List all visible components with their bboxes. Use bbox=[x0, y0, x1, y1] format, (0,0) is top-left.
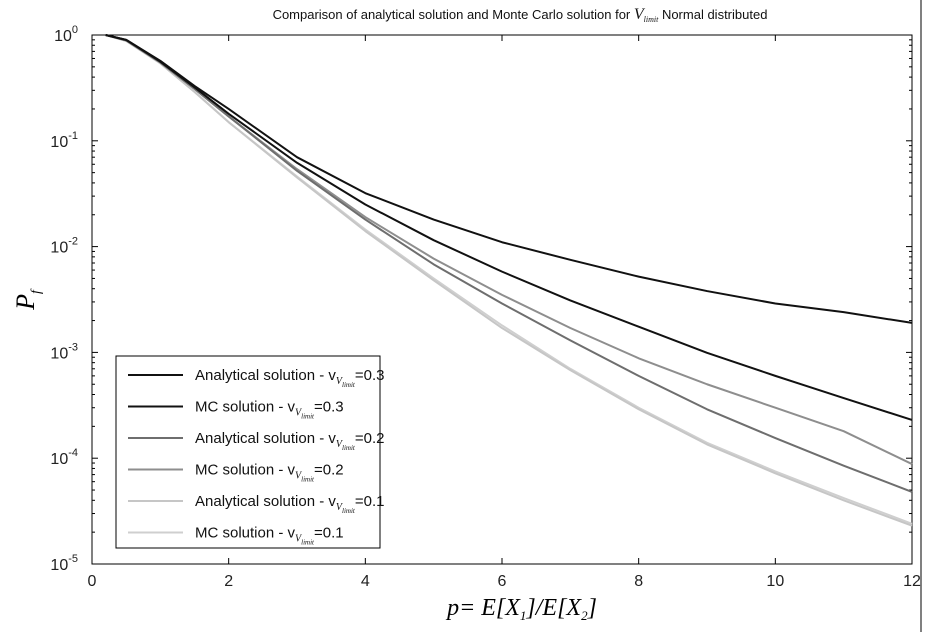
x-axis-label-end: ] bbox=[587, 595, 597, 621]
title-suffix: Normal distributed bbox=[658, 7, 767, 22]
legend-label-name-value: =0.1 bbox=[314, 525, 344, 542]
legend-label-name-subsub: limit bbox=[301, 476, 315, 484]
legend-label: Analytical solution - vVlimit=0.2 bbox=[195, 430, 384, 452]
y-tick-label-exponent: 0 bbox=[72, 24, 78, 36]
y-tick-label-exponent: -3 bbox=[68, 341, 78, 353]
title-variable: V bbox=[634, 6, 646, 23]
legend-label-name-value: =0.2 bbox=[355, 430, 385, 447]
legend-label: MC solution - vVlimit=0.1 bbox=[195, 525, 344, 547]
y-tick-label-exponent: -2 bbox=[68, 236, 78, 248]
x-tick-label: 0 bbox=[88, 573, 97, 590]
legend-label-name-value: =0.1 bbox=[355, 493, 385, 510]
y-tick-label-base: 10 bbox=[54, 28, 72, 45]
legend-label-name-subsub: limit bbox=[301, 413, 315, 421]
y-axis-label-subscript: f bbox=[29, 288, 44, 294]
y-tick-label-exponent: -5 bbox=[68, 553, 78, 565]
legend-label-name-subsub: limit bbox=[342, 507, 356, 515]
legend-label-name: Analytical solution - v bbox=[195, 367, 336, 384]
y-tick-label-base: 10 bbox=[50, 345, 68, 362]
x-axis-label-p: p bbox=[445, 595, 459, 621]
x-tick-label: 8 bbox=[634, 573, 643, 590]
x-tick-label: 10 bbox=[766, 573, 784, 590]
y-tick-label-base: 10 bbox=[50, 557, 68, 574]
y-tick-label-base: 10 bbox=[50, 451, 68, 468]
x-tick-label: 4 bbox=[361, 573, 370, 590]
legend-label-name: MC solution - v bbox=[195, 525, 296, 542]
legend-label-name-subsub: limit bbox=[342, 381, 356, 389]
legend-label-name: Analytical solution - v bbox=[195, 430, 336, 447]
legend-label-name-value: =0.3 bbox=[355, 367, 385, 384]
legend-label-name-subsub: limit bbox=[301, 539, 315, 547]
y-tick-label-exponent: -1 bbox=[68, 130, 78, 142]
y-tick-label: 10-2 bbox=[50, 236, 78, 257]
y-tick-label: 10-5 bbox=[50, 553, 78, 574]
x-tick-label: 12 bbox=[903, 573, 921, 590]
legend-label-name-sub: V bbox=[336, 439, 344, 450]
y-tick-label: 10-1 bbox=[50, 130, 78, 151]
legend-label-name: MC solution - v bbox=[195, 399, 296, 416]
legend-label-name-value: =0.3 bbox=[314, 399, 344, 416]
legend-label: Analytical solution - vVlimit=0.1 bbox=[195, 493, 384, 515]
y-tick-label-base: 10 bbox=[50, 240, 68, 257]
legend-label-name: MC solution - v bbox=[195, 462, 296, 479]
legend-box bbox=[115, 355, 381, 549]
series-line-4 bbox=[105, 34, 913, 527]
title-variable-subscript: limit bbox=[644, 15, 659, 24]
x-tick-label: 2 bbox=[224, 573, 233, 590]
legend-label: MC solution - vVlimit=0.2 bbox=[195, 462, 344, 484]
y-axis-label-main: P bbox=[11, 294, 40, 311]
series-layer bbox=[105, 34, 913, 527]
y-tick-label-base: 10 bbox=[50, 134, 68, 151]
legend-label-name-sub: V bbox=[336, 502, 344, 513]
y-tick-label: 100 bbox=[54, 24, 78, 45]
legend: Analytical solution - vVlimit=0.3MC solu… bbox=[115, 355, 384, 549]
x-axis-label-eq: = E[X bbox=[459, 595, 521, 621]
series-line-0 bbox=[105, 34, 913, 421]
y-axis-label: Pf bbox=[11, 288, 44, 311]
x-tick-label: 6 bbox=[498, 573, 507, 590]
y-tick-label: 10-3 bbox=[50, 341, 78, 362]
legend-label-name-sub: V bbox=[295, 471, 303, 482]
legend-label-name-sub: V bbox=[295, 534, 303, 545]
x-axis-label: p= E[X1]/E[X2] bbox=[445, 595, 597, 623]
x-axis: 0 2 4 6 8 10 12 bbox=[88, 35, 921, 590]
x-axis-label-sub2: 2 bbox=[581, 608, 588, 623]
y-tick-label: 10-4 bbox=[50, 447, 78, 468]
title-prefix: Comparison of analytical solution and Mo… bbox=[273, 7, 634, 22]
x-axis-label-sub1: 1 bbox=[520, 608, 527, 623]
legend-label-name-subsub: limit bbox=[342, 444, 356, 452]
legend-label: Analytical solution - vVlimit=0.3 bbox=[195, 367, 384, 389]
legend-label: MC solution - vVlimit=0.3 bbox=[195, 399, 344, 421]
legend-label-name-sub: V bbox=[336, 376, 344, 387]
x-axis-label-mid: ]/E[X bbox=[525, 595, 582, 621]
legend-label-name-value: =0.2 bbox=[314, 462, 344, 479]
legend-label-name: Analytical solution - v bbox=[195, 493, 336, 510]
legend-label-name-sub: V bbox=[295, 408, 303, 419]
chart-title: Comparison of analytical solution and Mo… bbox=[273, 6, 768, 24]
y-tick-label-exponent: -4 bbox=[68, 447, 78, 459]
